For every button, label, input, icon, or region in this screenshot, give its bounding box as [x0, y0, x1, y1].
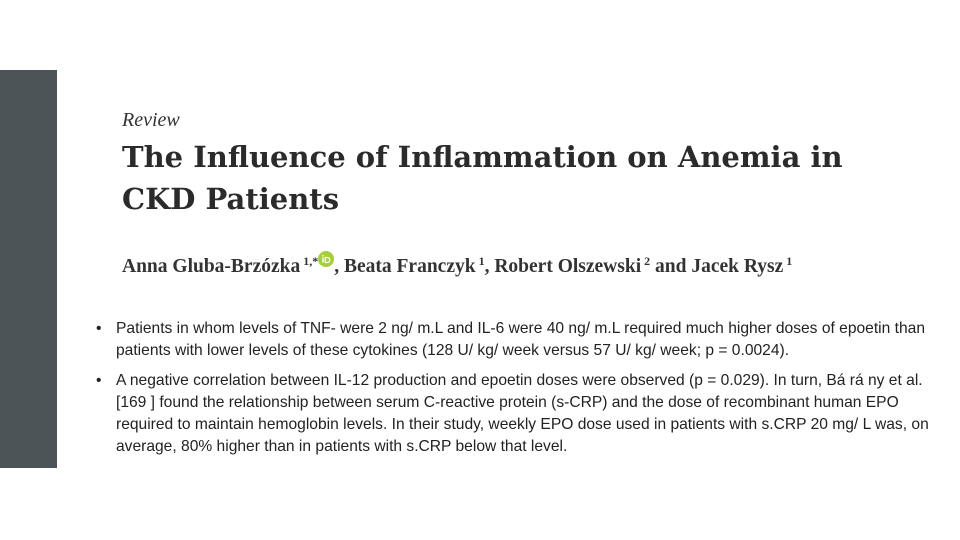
paper-title: The Influence of Inflammation on Anemia …: [122, 136, 922, 220]
affiliation: 1,*: [303, 254, 319, 268]
orcid-icon[interactable]: [318, 251, 335, 267]
article-type: Review: [122, 109, 180, 131]
affiliation: 1: [786, 254, 793, 268]
affiliation: 2: [644, 254, 651, 268]
bullet-item: A negative correlation between IL-12 pro…: [96, 370, 942, 458]
affiliation: 1: [478, 254, 485, 268]
bullet-item: Patients in whom levels of TNF- were 2 n…: [96, 318, 942, 362]
separator: and: [650, 256, 692, 277]
separator: ,: [334, 256, 344, 277]
bullet-list: Patients in whom levels of TNF- were 2 n…: [96, 318, 942, 466]
title-line: CKD Patients: [122, 182, 340, 216]
side-bar: [0, 70, 57, 468]
author-name: Anna Gluba-Brzózka: [122, 256, 301, 277]
separator: ,: [484, 256, 495, 277]
author-name: Jacek Rysz: [691, 256, 784, 277]
author-name: Beata Franczyk: [343, 256, 476, 277]
title-line: The Influence of Inflammation on Anemia …: [122, 140, 843, 174]
author-list: Anna Gluba-Brzózka 1,*, Beata Franczyk 1, …: [122, 251, 792, 278]
author-name: Robert Olszewski: [494, 256, 642, 277]
